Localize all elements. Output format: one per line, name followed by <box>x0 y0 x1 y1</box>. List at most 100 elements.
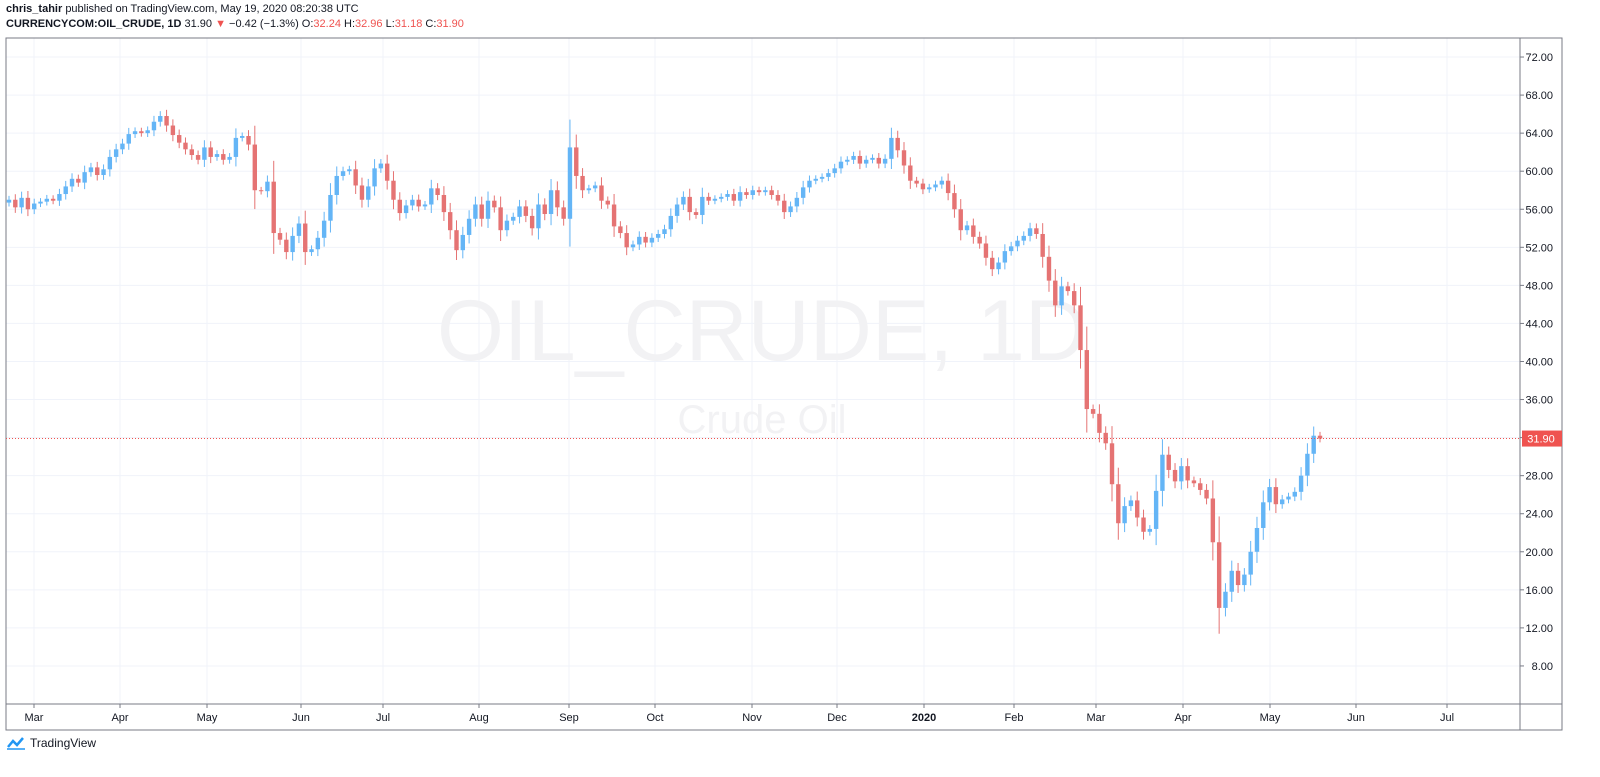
candle-body <box>523 206 529 216</box>
candle-body <box>1147 528 1153 532</box>
candle-body <box>1279 499 1285 505</box>
candle-body <box>1027 228 1033 236</box>
candle-body <box>195 155 201 160</box>
candle-body <box>561 207 566 219</box>
candle-body <box>403 205 409 214</box>
publish-text: published on TradingView.com, May 19, 20… <box>65 3 359 15</box>
candle-body <box>1002 251 1008 263</box>
candle-body <box>25 197 31 210</box>
candle-body <box>13 199 18 208</box>
price-axis: 72.00 68.00 64.00 60.00 56.00 52.00 48.00 44.00… <box>1520 52 1553 673</box>
candle-body <box>769 190 774 195</box>
candle-body <box>996 262 1001 270</box>
y-tick-label: 52.00 <box>1525 242 1553 254</box>
candle-body <box>863 159 869 164</box>
y-tick-label: 36.00 <box>1525 395 1553 407</box>
x-tick-label: Jul <box>376 712 390 724</box>
candle-body <box>1292 491 1297 497</box>
candle-body <box>277 233 283 240</box>
candle-body <box>586 188 592 191</box>
candle-body <box>851 155 856 160</box>
candle-body <box>384 163 390 181</box>
y-tick-label: 24.00 <box>1525 509 1553 521</box>
chart-border <box>5 37 1563 731</box>
candle-body <box>208 147 213 157</box>
candle-body <box>38 201 43 204</box>
candle-body <box>737 192 743 201</box>
candle-body <box>592 185 598 189</box>
candle-body <box>1311 435 1316 454</box>
candle-body <box>1273 487 1279 505</box>
symbol-name[interactable]: CURRENCYCOM:OIL_CRUDE, 1D <box>6 18 182 30</box>
candle-body <box>410 199 415 206</box>
y-tick-label: 8.00 <box>1532 661 1553 673</box>
x-tick-label: 2020 <box>912 712 936 724</box>
candle-body <box>233 137 239 157</box>
candle-body <box>788 206 793 213</box>
x-tick-label: Feb <box>1005 712 1024 724</box>
candle-body <box>517 206 522 217</box>
candle-body <box>1166 454 1171 470</box>
y-tick-label: 16.00 <box>1525 585 1553 597</box>
candle-body <box>359 185 365 200</box>
candle-body <box>977 236 982 244</box>
x-tick-label: Mar <box>25 712 44 724</box>
candle-body <box>990 257 995 270</box>
candle-body <box>1103 432 1108 444</box>
candle-body <box>454 230 459 251</box>
candle-body <box>1298 475 1304 492</box>
close-value: 31.90 <box>436 18 464 30</box>
candle-body <box>151 121 157 131</box>
candle-body <box>372 168 377 187</box>
candle-body <box>1078 305 1083 351</box>
tradingview-logo[interactable]: TradingView <box>6 736 96 750</box>
low-value: 31.18 <box>394 18 423 30</box>
candle-body <box>6 199 12 203</box>
open-label: O: <box>301 18 314 30</box>
price-change: −0.42 (−1.3%) <box>229 18 299 30</box>
x-tick-label: Jun <box>292 712 310 724</box>
candle-body <box>1128 500 1134 507</box>
x-tick-label: Aug <box>469 712 489 724</box>
y-tick-label: 68.00 <box>1525 90 1553 102</box>
candle-body <box>1097 413 1102 433</box>
candle-body <box>202 147 207 160</box>
candle-body <box>1034 228 1039 234</box>
candle-body <box>536 204 541 229</box>
candle-body <box>983 243 989 258</box>
candle-body <box>353 169 358 186</box>
candle-body <box>1109 443 1115 485</box>
author-name[interactable]: chris_tahir <box>6 3 63 15</box>
x-tick-label: Jul <box>1440 712 1454 724</box>
candle-body <box>1210 498 1216 543</box>
chart-frame <box>5 37 1563 731</box>
y-tick-label: 48.00 <box>1525 280 1553 292</box>
x-tick-label: May <box>197 712 218 724</box>
candle-body <box>158 116 163 122</box>
candle-body <box>63 186 68 195</box>
candle-body <box>630 244 636 248</box>
candle-body <box>1084 350 1089 410</box>
candle-body <box>813 178 818 181</box>
candle-body <box>120 143 125 150</box>
candle-body <box>662 229 667 234</box>
candle-body <box>1317 435 1323 439</box>
candle-body <box>574 147 579 176</box>
candle-body <box>800 187 806 198</box>
candle-body <box>832 168 837 174</box>
candle-body <box>183 142 188 150</box>
candle-body <box>908 165 913 181</box>
candle-body <box>69 178 75 187</box>
candle-body <box>1248 551 1253 575</box>
candle-body <box>107 156 113 170</box>
y-tick-label: 64.00 <box>1525 128 1553 140</box>
candle-body <box>725 194 730 197</box>
candle-body <box>744 192 749 195</box>
candle-body <box>82 172 87 183</box>
candle-body <box>1135 500 1140 518</box>
open-value: 32.24 <box>313 18 341 30</box>
candle-body <box>750 190 755 195</box>
candle-body <box>132 131 138 135</box>
low-label: L: <box>385 18 395 30</box>
